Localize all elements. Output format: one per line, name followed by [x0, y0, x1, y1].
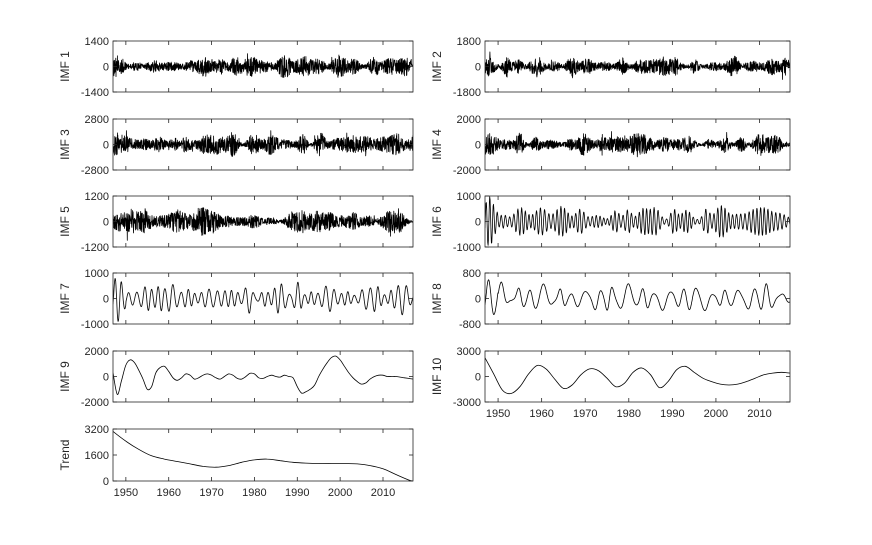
series-line — [485, 196, 790, 246]
y-tick-label: -800 — [459, 319, 481, 331]
y-tick-label: -1400 — [81, 87, 109, 99]
y-tick-label: 0 — [475, 294, 481, 306]
x-tick-label: 1970 — [573, 408, 597, 420]
panel-4: 2000 0 -2000 IMF 4 — [430, 114, 791, 177]
y-tick-label: 0 — [103, 140, 109, 152]
series-line — [485, 51, 790, 80]
x-tick-label: 1990 — [285, 487, 309, 499]
y-tick-label: 0 — [103, 476, 109, 488]
x-tick-label: 2000 — [328, 487, 352, 499]
y-axis-label: Trend — [58, 440, 72, 471]
y-tick-label: 3200 — [85, 424, 109, 436]
y-tick-label: 3000 — [457, 346, 481, 358]
y-tick-label: 0 — [103, 372, 109, 384]
y-tick-label: -3000 — [453, 397, 481, 409]
x-tick-label: 1950 — [114, 487, 138, 499]
y-axis-label: IMF 4 — [430, 129, 444, 160]
y-tick-label: -2800 — [81, 165, 109, 177]
series-line — [113, 53, 413, 78]
y-tick-label: 800 — [463, 268, 481, 280]
y-axis-label: IMF 1 — [58, 51, 72, 82]
axes-frame — [484, 272, 791, 325]
y-axis-label: IMF 9 — [58, 361, 72, 392]
y-tick-label: 0 — [475, 62, 481, 74]
y-axis-label: IMF 8 — [430, 283, 444, 314]
y-axis-label: IMF 2 — [430, 51, 444, 82]
panel-1: 1400 0 -1400 IMF 1 — [58, 36, 414, 99]
y-axis-label: IMF 10 — [430, 358, 444, 396]
axes-frame — [112, 350, 414, 403]
panel-8: 800 0 -800 IMF 8 — [430, 268, 791, 331]
panel-3: 2800 0 -2800 IMF 3 — [58, 114, 414, 177]
y-tick-label: 0 — [475, 217, 481, 229]
series-line — [113, 130, 413, 157]
axes-frame — [112, 428, 414, 482]
series-line — [113, 207, 413, 241]
x-tick-label: 1980 — [242, 487, 266, 499]
panel-11: 3200 1600 0 1950 1960 1970 1980 1990 2000 2010 Tre… — [58, 424, 414, 499]
series-line — [485, 357, 790, 395]
y-tick-label: 1600 — [85, 450, 109, 462]
y-tick-label: 0 — [475, 140, 481, 152]
series-line — [113, 431, 413, 481]
panel-10: 3000 0 -3000 1950 1960 1970 1980 1990 2000 2010 IM… — [430, 346, 791, 420]
y-tick-label: 2000 — [85, 346, 109, 358]
x-tick-label: 1980 — [617, 408, 641, 420]
series-line — [485, 279, 790, 315]
y-tick-label: -2000 — [453, 165, 481, 177]
x-tick-label: 2010 — [747, 408, 771, 420]
y-tick-label: 0 — [475, 372, 481, 384]
y-tick-label: 1200 — [85, 191, 109, 203]
panel-2: 1800 0 -1800 IMF 2 — [430, 36, 791, 99]
y-tick-label: 2000 — [457, 114, 481, 126]
y-tick-label: 1000 — [85, 268, 109, 280]
y-axis-label: IMF 6 — [430, 206, 444, 237]
y-tick-label: 1400 — [85, 36, 109, 48]
x-tick-label: 1990 — [660, 408, 684, 420]
y-tick-label: 0 — [103, 217, 109, 229]
y-axis-label: IMF 5 — [58, 206, 72, 237]
series-line — [113, 355, 413, 395]
y-tick-label: -1000 — [81, 319, 109, 331]
x-tick-label: 2000 — [704, 408, 728, 420]
y-tick-label: -1800 — [453, 87, 481, 99]
x-tick-label: 1950 — [486, 408, 510, 420]
y-tick-label: -1000 — [453, 242, 481, 254]
x-tick-label: 1970 — [199, 487, 223, 499]
axes-frame — [484, 350, 791, 403]
x-tick-label: 1960 — [156, 487, 180, 499]
x-tick-label: 1960 — [529, 408, 553, 420]
y-tick-label: -2000 — [81, 397, 109, 409]
panel-7: 1000 0 -1000 IMF 7 — [58, 268, 414, 331]
x-tick-label: 2010 — [371, 487, 395, 499]
y-tick-label: -1200 — [81, 242, 109, 254]
series-line — [113, 278, 413, 322]
y-tick-label: 0 — [103, 62, 109, 74]
y-tick-label: 1000 — [457, 191, 481, 203]
y-tick-label: 2800 — [85, 114, 109, 126]
y-axis-label: IMF 3 — [58, 129, 72, 160]
y-tick-label: 1800 — [457, 36, 481, 48]
y-axis-label: IMF 7 — [58, 283, 72, 314]
y-tick-label: 0 — [103, 294, 109, 306]
panel-9: 2000 0 -2000 IMF 9 — [58, 346, 414, 409]
panel-5: 1200 0 -1200 IMF 5 — [58, 191, 414, 254]
panel-6: 1000 0 -1000 IMF 6 — [430, 191, 791, 254]
series-line — [485, 131, 790, 158]
